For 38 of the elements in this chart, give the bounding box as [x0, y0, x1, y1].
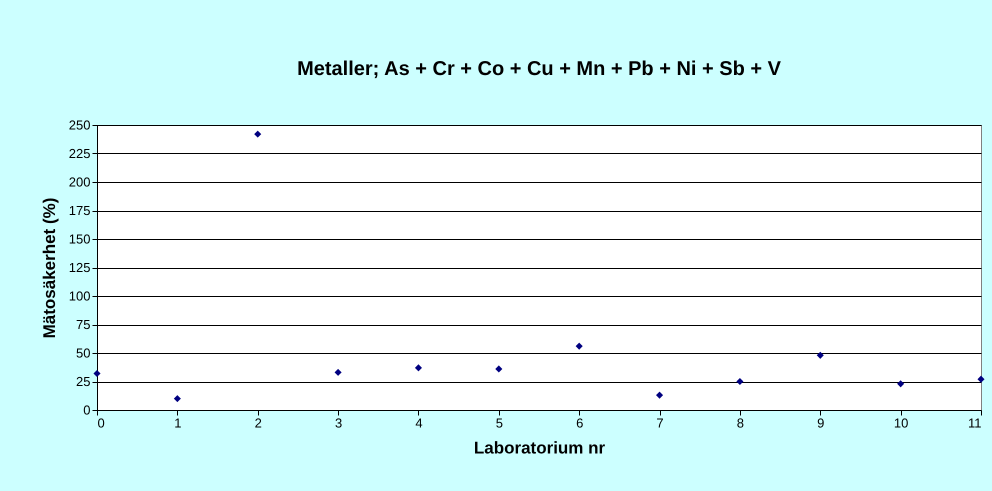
point — [414, 364, 422, 372]
point — [334, 368, 342, 376]
point — [254, 130, 262, 138]
chart-title: Metaller; As + Cr + Co + Cu + Mn + Pb + Ni + Sb + V — [297, 58, 782, 80]
y-axis-title: Mätosäkerhet (%) — [40, 198, 59, 338]
y-tick-label: 225 — [68, 146, 90, 161]
x-tick-label: 6 — [576, 416, 584, 430]
y-tick-label: 0 — [83, 402, 90, 418]
point — [816, 352, 824, 359]
x-tick-label: 7 — [656, 416, 664, 430]
y-tick-label: 100 — [68, 288, 90, 304]
x-axis-title: Laboratorium nr — [474, 438, 606, 458]
y-tick-label: 200 — [68, 174, 90, 190]
point — [495, 365, 502, 372]
point — [93, 370, 101, 378]
y-tick-label: 150 — [68, 232, 90, 246]
point — [977, 376, 985, 383]
x-tick-label: 11 — [968, 416, 982, 430]
y-tick-label: 25 — [76, 374, 90, 389]
point — [174, 395, 181, 402]
point — [736, 378, 744, 386]
x-tick-label: 4 — [415, 416, 423, 430]
y-tick-label: 175 — [68, 203, 90, 218]
x-tick-label: 1 — [174, 416, 182, 430]
x-tick-label: 5 — [496, 416, 503, 430]
y-tick-label: 75 — [76, 317, 90, 332]
point — [656, 392, 664, 399]
x-tick-label: 8 — [736, 416, 744, 430]
point — [576, 342, 583, 350]
point — [897, 380, 904, 388]
x-tick-label: 2 — [254, 416, 262, 430]
y-tick-label: 50 — [76, 346, 90, 360]
y-tick-label: 125 — [68, 260, 90, 275]
x-tick-label: 9 — [817, 416, 824, 430]
y-tick-label: 250 — [68, 118, 90, 132]
x-tick-label: 10 — [894, 416, 908, 430]
x-tick-label: 3 — [334, 416, 342, 430]
x-tick-label: 0 — [98, 416, 105, 430]
